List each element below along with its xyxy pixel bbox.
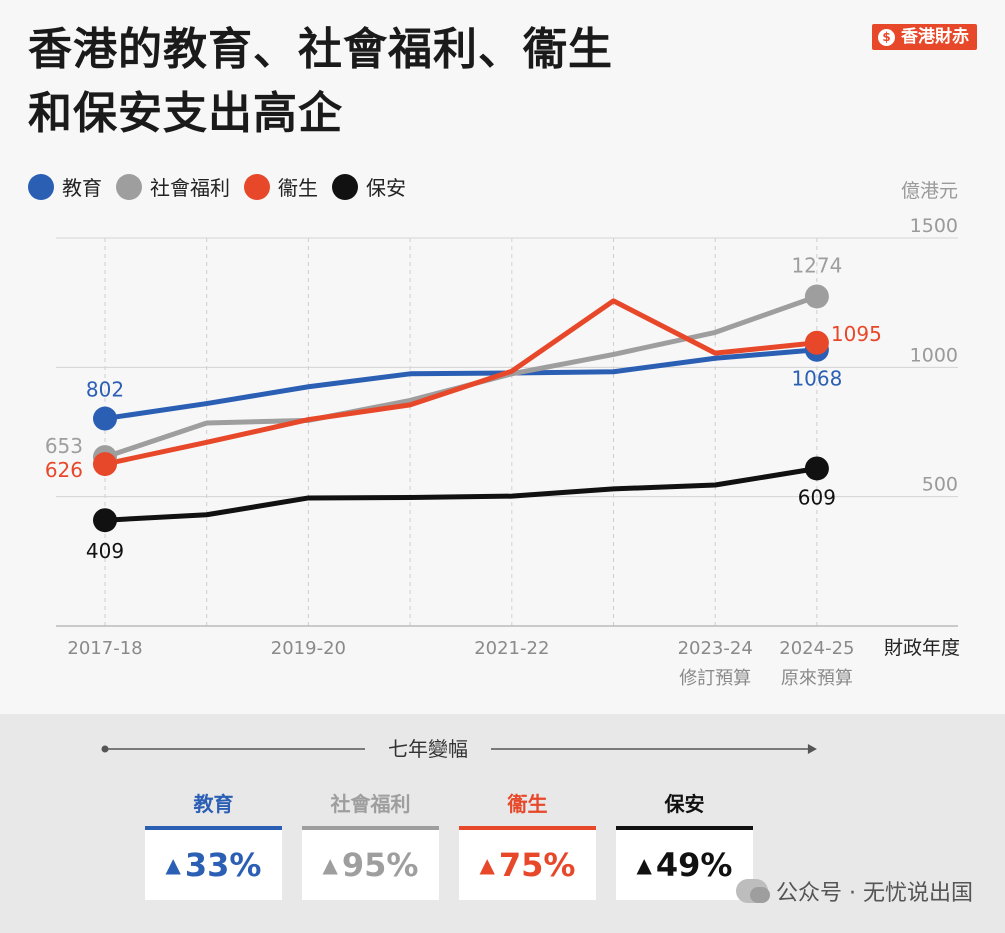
legend-item-health: 衞生 — [244, 172, 318, 201]
up-triangle-icon: ▲ — [322, 853, 338, 877]
legend-dot-icon — [116, 173, 142, 200]
x-tick-label: 2021-22 — [474, 638, 549, 659]
brand-badge: $ 香港財赤 — [872, 24, 977, 50]
series-end-point — [804, 330, 829, 355]
legend-dot-icon — [28, 173, 54, 200]
legend-label: 衞生 — [278, 176, 318, 200]
change-label-bg — [365, 735, 491, 763]
up-triangle-icon: ▲ — [479, 853, 495, 877]
card-value: 75% — [498, 846, 576, 884]
y-tick-label: 1000 — [910, 344, 958, 366]
x-tick-label: 2023-24 — [678, 638, 753, 659]
legend-label: 教育 — [62, 176, 102, 200]
card-value: 95% — [341, 846, 419, 884]
change-span-start-dot — [101, 745, 109, 753]
series-end-point — [804, 456, 829, 481]
line-chart: 500 1000 1500 億港元 2017-18 2019-20 2021-22 2023-… — [45, 180, 960, 763]
series-start-point — [93, 508, 117, 533]
data-label: 609 — [798, 485, 836, 509]
x-tick-sublabel: 原來預算 — [781, 668, 853, 689]
card-value: 49% — [655, 846, 733, 884]
card-value-box: ▲ 49% — [616, 826, 753, 900]
y-axis-label: 億港元 — [901, 180, 958, 202]
series-line — [102, 347, 820, 422]
data-label: 409 — [86, 539, 124, 563]
card-label: 保安 — [664, 792, 705, 816]
change-cards: 教育 ▲ 33% 社會福利 ▲ 95% 衞生 ▲ 75% 保安 ▲ 49% — [145, 790, 753, 900]
card-value-box: ▲ 33% — [145, 826, 282, 900]
change-card-education: 教育 ▲ 33% — [145, 790, 282, 900]
legend-label: 社會福利 — [150, 176, 230, 200]
legend-label: 保安 — [366, 176, 406, 200]
legend-dot-icon — [332, 173, 358, 200]
legend-item-welfare: 社會福利 — [116, 172, 230, 201]
data-label: 653 — [45, 434, 83, 458]
up-triangle-icon: ▲ — [165, 853, 181, 877]
change-card-security: 保安 ▲ 49% — [616, 790, 753, 900]
title-line-2: 和保安支出高企 — [28, 88, 343, 139]
series-start-point — [93, 452, 117, 477]
watermark-text: 公众号 · 无忧说出国 — [776, 881, 973, 906]
y-tick-label: 1500 — [910, 215, 958, 237]
series-line — [102, 465, 820, 523]
data-label: 1068 — [791, 367, 842, 391]
title-line-1: 香港的教育、社會福利、衞生 — [28, 24, 613, 75]
series-start-point — [93, 406, 117, 431]
card-value: 33% — [184, 846, 262, 884]
x-axis-label: 財政年度 — [884, 637, 960, 659]
change-span-label: 七年變幅 — [388, 737, 468, 761]
legend-item-education: 教育 — [28, 172, 102, 201]
dollar-coin-icon: $ — [878, 28, 895, 46]
legend-dot-icon — [244, 173, 270, 200]
change-card-welfare: 社會福利 ▲ 95% — [302, 790, 439, 900]
series-line — [102, 298, 820, 467]
data-label: 1274 — [791, 253, 842, 277]
card-label: 衞生 — [507, 792, 548, 816]
card-value-box: ▲ 95% — [302, 826, 439, 900]
brand-label: 香港財赤 — [901, 27, 969, 47]
x-tick-label: 2019-20 — [271, 638, 346, 659]
change-span-arrowhead — [807, 744, 817, 754]
legend: 教育 社會福利 衞生 保安 — [28, 172, 406, 201]
card-value-box: ▲ 75% — [459, 826, 596, 900]
up-triangle-icon: ▲ — [636, 853, 652, 877]
x-tick-sublabel: 修訂預算 — [679, 668, 751, 689]
wechat-icon — [736, 879, 771, 903]
change-card-health: 衞生 ▲ 75% — [459, 790, 596, 900]
data-label: 626 — [45, 458, 83, 482]
y-tick-label: 500 — [922, 474, 958, 496]
data-label: 1095 — [831, 322, 882, 346]
series-line — [102, 293, 820, 460]
x-tick-label: 2024-25 — [779, 638, 854, 659]
chart-title: 香港的教育、社會福利、衞生 和保安支出高企 — [28, 18, 613, 146]
card-label: 社會福利 — [330, 792, 411, 816]
series-end-point — [804, 284, 829, 309]
x-tick-label: 2017-18 — [67, 638, 142, 659]
card-label: 教育 — [193, 792, 234, 816]
data-label: 802 — [86, 378, 124, 402]
legend-item-security: 保安 — [332, 172, 406, 201]
watermark: 公众号 · 无忧说出国 — [736, 875, 973, 907]
